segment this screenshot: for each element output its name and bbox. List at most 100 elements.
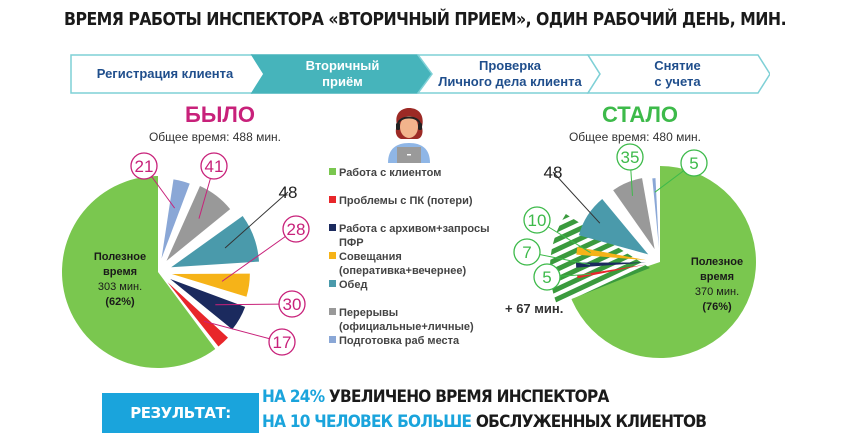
- value-badge: [680, 149, 708, 177]
- legend-label: Перерывы (официальные+личные): [339, 307, 474, 333]
- legend-item: Работа с клиентом: [329, 166, 519, 180]
- useful-minutes: 303 мин.: [97, 281, 143, 293]
- useful-minutes: 370 мин.: [694, 286, 740, 298]
- value-label: 30: [283, 295, 302, 314]
- value-badge: [268, 328, 296, 356]
- value-badge: [533, 263, 561, 291]
- step-registration: Регистрация клиента: [70, 54, 260, 94]
- step-deregistration: Снятие с учета: [595, 54, 760, 94]
- process-arrows: [70, 54, 770, 94]
- value-label: 5: [542, 268, 551, 287]
- legend-item: Перерывы (официальные+личные): [329, 306, 504, 334]
- step-label: приём: [322, 74, 363, 89]
- before-useful-label: Полезное время 303 мин. (62%): [80, 250, 160, 310]
- value-label: 5: [689, 154, 698, 173]
- useful-line: время: [102, 266, 137, 278]
- gain-label: + 67 мин.: [505, 301, 564, 316]
- value-label: 48: [544, 163, 563, 182]
- step-label: Личного дела клиента: [438, 74, 582, 89]
- step-secondary-reception: Вторичный приём: [260, 54, 425, 94]
- pie-after: [550, 166, 757, 359]
- result-line-1: НА 24% УВЕЛИЧЕНО ВРЕМЯ ИНСПЕКТОРА: [262, 384, 706, 409]
- value-label: 21: [135, 157, 154, 176]
- value-badge: [282, 215, 310, 243]
- result-rest: УВЕЛИЧЕНО ВРЕМЯ ИНСПЕКТОРА: [324, 387, 609, 406]
- legend-swatch: [329, 336, 336, 343]
- pie-slice: [61, 176, 216, 368]
- result-highlight: НА 24%: [262, 387, 325, 406]
- step-label: Регистрация клиента: [96, 66, 234, 81]
- pie-slice: [569, 166, 757, 359]
- after-heading: СТАЛО: [601, 102, 679, 127]
- pie-before: [61, 176, 259, 368]
- result-highlight: НА 10 ЧЕЛОВЕК БОЛЬШЕ: [262, 412, 472, 431]
- legend-swatch: [329, 308, 336, 315]
- value-label: 48: [279, 183, 298, 202]
- value-badge: [200, 152, 228, 180]
- legend-item: Проблемы с ПК (потери): [329, 194, 519, 208]
- value-label: 28: [287, 220, 306, 239]
- value-badge: [278, 290, 306, 318]
- legend-swatch: [329, 196, 336, 203]
- value-badge: [513, 238, 541, 266]
- result-badge: РЕЗУЛЬТАТ:: [102, 393, 259, 433]
- legend-label: Обед: [339, 279, 368, 291]
- legend-item: Работа с архивом+запросы ПФР: [329, 222, 504, 250]
- after-total: Общее время: 480 мин.: [568, 130, 702, 144]
- pie-slice: [613, 178, 655, 250]
- useful-percent: (76%): [702, 301, 732, 313]
- step-label: Снятие: [654, 58, 701, 73]
- pie-slice: [171, 273, 250, 297]
- legend-label: Работа с клиентом: [339, 167, 442, 179]
- legend-item: Совещания (оперативка+вечернее): [329, 250, 504, 278]
- process-steps: Регистрация клиента Вторичный приём Пров…: [70, 54, 770, 94]
- value-badge: [130, 152, 158, 180]
- step-file-check: Проверка Личного дела клиента: [425, 54, 595, 94]
- pie-slice: [550, 213, 650, 305]
- legend-swatch: [329, 280, 336, 287]
- legend-swatch: [329, 168, 336, 175]
- pie-slice: [576, 262, 647, 268]
- step-label: с учета: [654, 74, 701, 89]
- value-badge: [523, 206, 551, 234]
- legend-swatch: [329, 224, 336, 231]
- useful-line: Полезное: [690, 256, 744, 268]
- pie-slice: [576, 246, 647, 261]
- result-text: НА 24% УВЕЛИЧЕНО ВРЕМЯ ИНСПЕКТОРА НА 10 …: [262, 384, 707, 434]
- pie-slice: [171, 215, 259, 268]
- legend-label: Совещания (оперативка+вечернее): [339, 251, 467, 277]
- value-label: 35: [621, 148, 640, 167]
- pie-slice: [167, 282, 228, 347]
- result-rest: ОБСЛУЖЕННЫХ КЛИЕНТОВ: [471, 412, 707, 431]
- value-label: 7: [522, 243, 531, 262]
- pie-slice: [161, 179, 190, 259]
- legend-label: Работа с архивом+запросы ПФР: [339, 223, 490, 249]
- pie-slice: [578, 199, 649, 255]
- useful-line: Полезное: [93, 251, 147, 263]
- page-title: ВРЕМЯ РАБОТЫ ИНСПЕКТОРА «ВТОРИЧНЫЙ ПРИЕМ…: [63, 10, 787, 30]
- before-heading: БЫЛО: [185, 102, 255, 127]
- legend-item: Подготовка раб места: [329, 334, 519, 348]
- before-total: Общее время: 488 мин.: [148, 130, 282, 144]
- value-label: 10: [528, 211, 547, 230]
- step-label: Вторичный: [305, 58, 380, 73]
- pie-slice: [170, 278, 246, 330]
- pie-slice: [166, 186, 231, 261]
- value-label: 17: [273, 333, 292, 352]
- value-label: 41: [205, 157, 224, 176]
- pie-slice: [577, 264, 647, 279]
- inspector-icon: [388, 108, 430, 163]
- legend-label: Подготовка раб места: [339, 335, 460, 347]
- result-line-2: НА 10 ЧЕЛОВЕК БОЛЬШЕ ОБСЛУЖЕННЫХ КЛИЕНТО…: [262, 409, 707, 434]
- legend-swatch: [329, 252, 336, 259]
- useful-percent: (62%): [105, 296, 135, 308]
- step-label: Проверка: [479, 58, 541, 73]
- legend-label: Проблемы с ПК (потери): [339, 195, 473, 207]
- legend-item: Обед: [329, 278, 519, 292]
- pie-slice: [652, 178, 659, 249]
- useful-line: время: [699, 271, 734, 283]
- after-useful-label: Полезное время 370 мин. (76%): [672, 255, 762, 315]
- value-badge: [616, 143, 644, 171]
